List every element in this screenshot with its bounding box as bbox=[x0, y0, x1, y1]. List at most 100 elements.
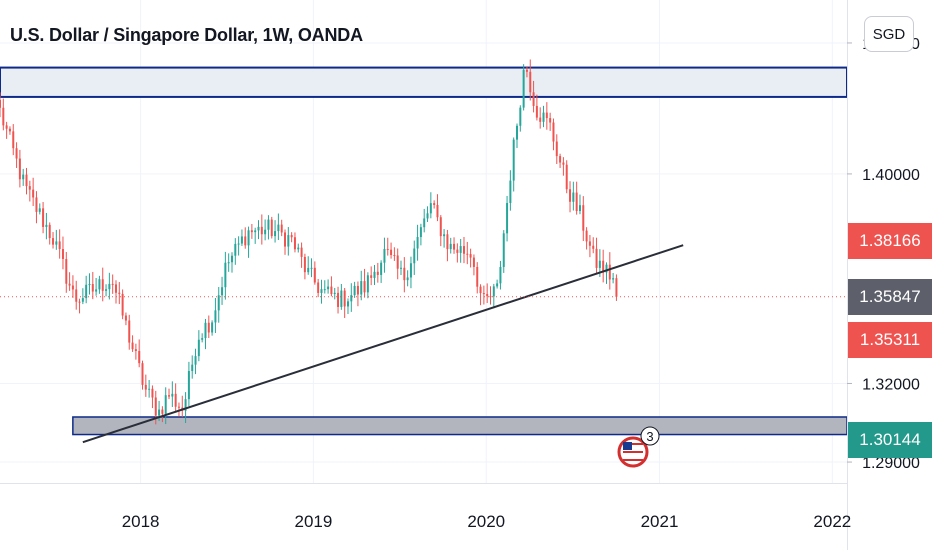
candle-body bbox=[449, 243, 452, 250]
candle-body bbox=[423, 218, 426, 228]
candle-body bbox=[12, 131, 15, 149]
candle-body bbox=[280, 224, 283, 233]
candle-body bbox=[148, 388, 151, 390]
candle-body bbox=[260, 226, 263, 235]
candle-body bbox=[247, 230, 250, 246]
candle-body bbox=[250, 230, 253, 233]
candle-body bbox=[555, 141, 558, 157]
candle-body bbox=[612, 278, 615, 280]
candle-body bbox=[403, 267, 406, 281]
candle-body bbox=[310, 267, 313, 269]
candle-body bbox=[525, 69, 528, 72]
candle-body bbox=[482, 293, 485, 295]
candle-body bbox=[443, 234, 446, 237]
candle-body bbox=[307, 267, 310, 273]
y-tick-label: 1.40000 bbox=[862, 167, 920, 184]
candle-body bbox=[419, 227, 422, 238]
candle-body bbox=[131, 342, 134, 350]
candle-body bbox=[370, 275, 373, 278]
candle-body bbox=[61, 249, 64, 259]
high-marker-price-tag: 1.38166 bbox=[848, 223, 932, 259]
candle-body bbox=[588, 241, 591, 246]
candle-body bbox=[211, 322, 214, 333]
candle-body bbox=[529, 71, 532, 93]
candle-body bbox=[45, 224, 48, 227]
candle-body bbox=[393, 255, 396, 257]
candle-body bbox=[85, 284, 88, 299]
candle-body bbox=[486, 294, 489, 297]
candle-body bbox=[237, 243, 240, 245]
candle-body bbox=[28, 186, 31, 190]
candle-body bbox=[55, 241, 58, 245]
candle-body bbox=[509, 180, 512, 203]
candle-body bbox=[539, 117, 542, 122]
candle-body bbox=[217, 295, 220, 311]
candle-body bbox=[303, 256, 306, 273]
candle-body bbox=[542, 112, 545, 122]
candle-body bbox=[300, 247, 303, 257]
candle-body bbox=[174, 393, 177, 407]
candle-body bbox=[506, 202, 509, 234]
candle-body bbox=[516, 125, 519, 140]
candle-body bbox=[569, 189, 572, 202]
candle-body bbox=[71, 285, 74, 290]
candle-body bbox=[462, 246, 465, 254]
candle-layer bbox=[0, 59, 618, 425]
candle-body bbox=[492, 286, 495, 297]
candle-body bbox=[502, 233, 505, 267]
x-tick-label: 2020 bbox=[467, 512, 505, 531]
candle-body bbox=[439, 217, 442, 237]
candle-body bbox=[177, 406, 180, 408]
candle-body bbox=[426, 213, 429, 219]
candle-body bbox=[356, 285, 359, 295]
support-zone bbox=[72, 416, 848, 436]
candle-body bbox=[204, 322, 207, 339]
candle-body bbox=[559, 156, 562, 163]
candle-body bbox=[42, 208, 45, 227]
candle-body bbox=[144, 384, 147, 390]
candle-body bbox=[562, 162, 565, 165]
candle-body bbox=[32, 189, 35, 198]
y-tick-label: 1.32000 bbox=[862, 376, 920, 393]
trendline bbox=[82, 244, 684, 444]
candle-body bbox=[476, 266, 479, 287]
candle-body bbox=[18, 158, 21, 180]
candle-body bbox=[436, 204, 439, 218]
candle-body bbox=[545, 112, 548, 119]
candle-body bbox=[582, 205, 585, 231]
currency-button[interactable]: SGD bbox=[864, 16, 914, 52]
candle-body bbox=[330, 286, 333, 295]
candle-body bbox=[95, 289, 98, 292]
candle-body bbox=[22, 174, 25, 180]
candle-body bbox=[88, 284, 91, 286]
candle-body bbox=[161, 409, 164, 414]
x-tick-label: 2019 bbox=[295, 512, 333, 531]
candle-body bbox=[25, 174, 28, 187]
candle-body bbox=[383, 248, 386, 263]
candle-body bbox=[297, 247, 300, 250]
x-tick-label: 2018 bbox=[122, 512, 160, 531]
candle-body bbox=[264, 229, 267, 235]
candle-body bbox=[118, 292, 121, 294]
candle-body bbox=[453, 243, 456, 250]
chart-title: U.S. Dollar / Singapore Dollar, 1W, OAND… bbox=[10, 25, 363, 45]
candle-body bbox=[151, 388, 154, 398]
candle-body bbox=[479, 286, 482, 294]
candle-body bbox=[456, 249, 459, 253]
candle-body bbox=[433, 203, 436, 205]
candle-body bbox=[124, 315, 127, 321]
candle-body bbox=[287, 235, 290, 247]
candle-body bbox=[446, 234, 449, 250]
candle-body bbox=[187, 371, 190, 400]
candle-body bbox=[81, 298, 84, 302]
candle-body bbox=[5, 125, 8, 129]
x-tick-label: 2022 bbox=[813, 512, 851, 531]
candle-body bbox=[565, 164, 568, 190]
x-tick-label: 2021 bbox=[641, 512, 679, 531]
candle-body bbox=[0, 99, 1, 108]
candle-body bbox=[400, 267, 403, 269]
candle-body bbox=[592, 245, 595, 249]
candle-body bbox=[602, 260, 605, 273]
candle-body bbox=[284, 232, 287, 247]
